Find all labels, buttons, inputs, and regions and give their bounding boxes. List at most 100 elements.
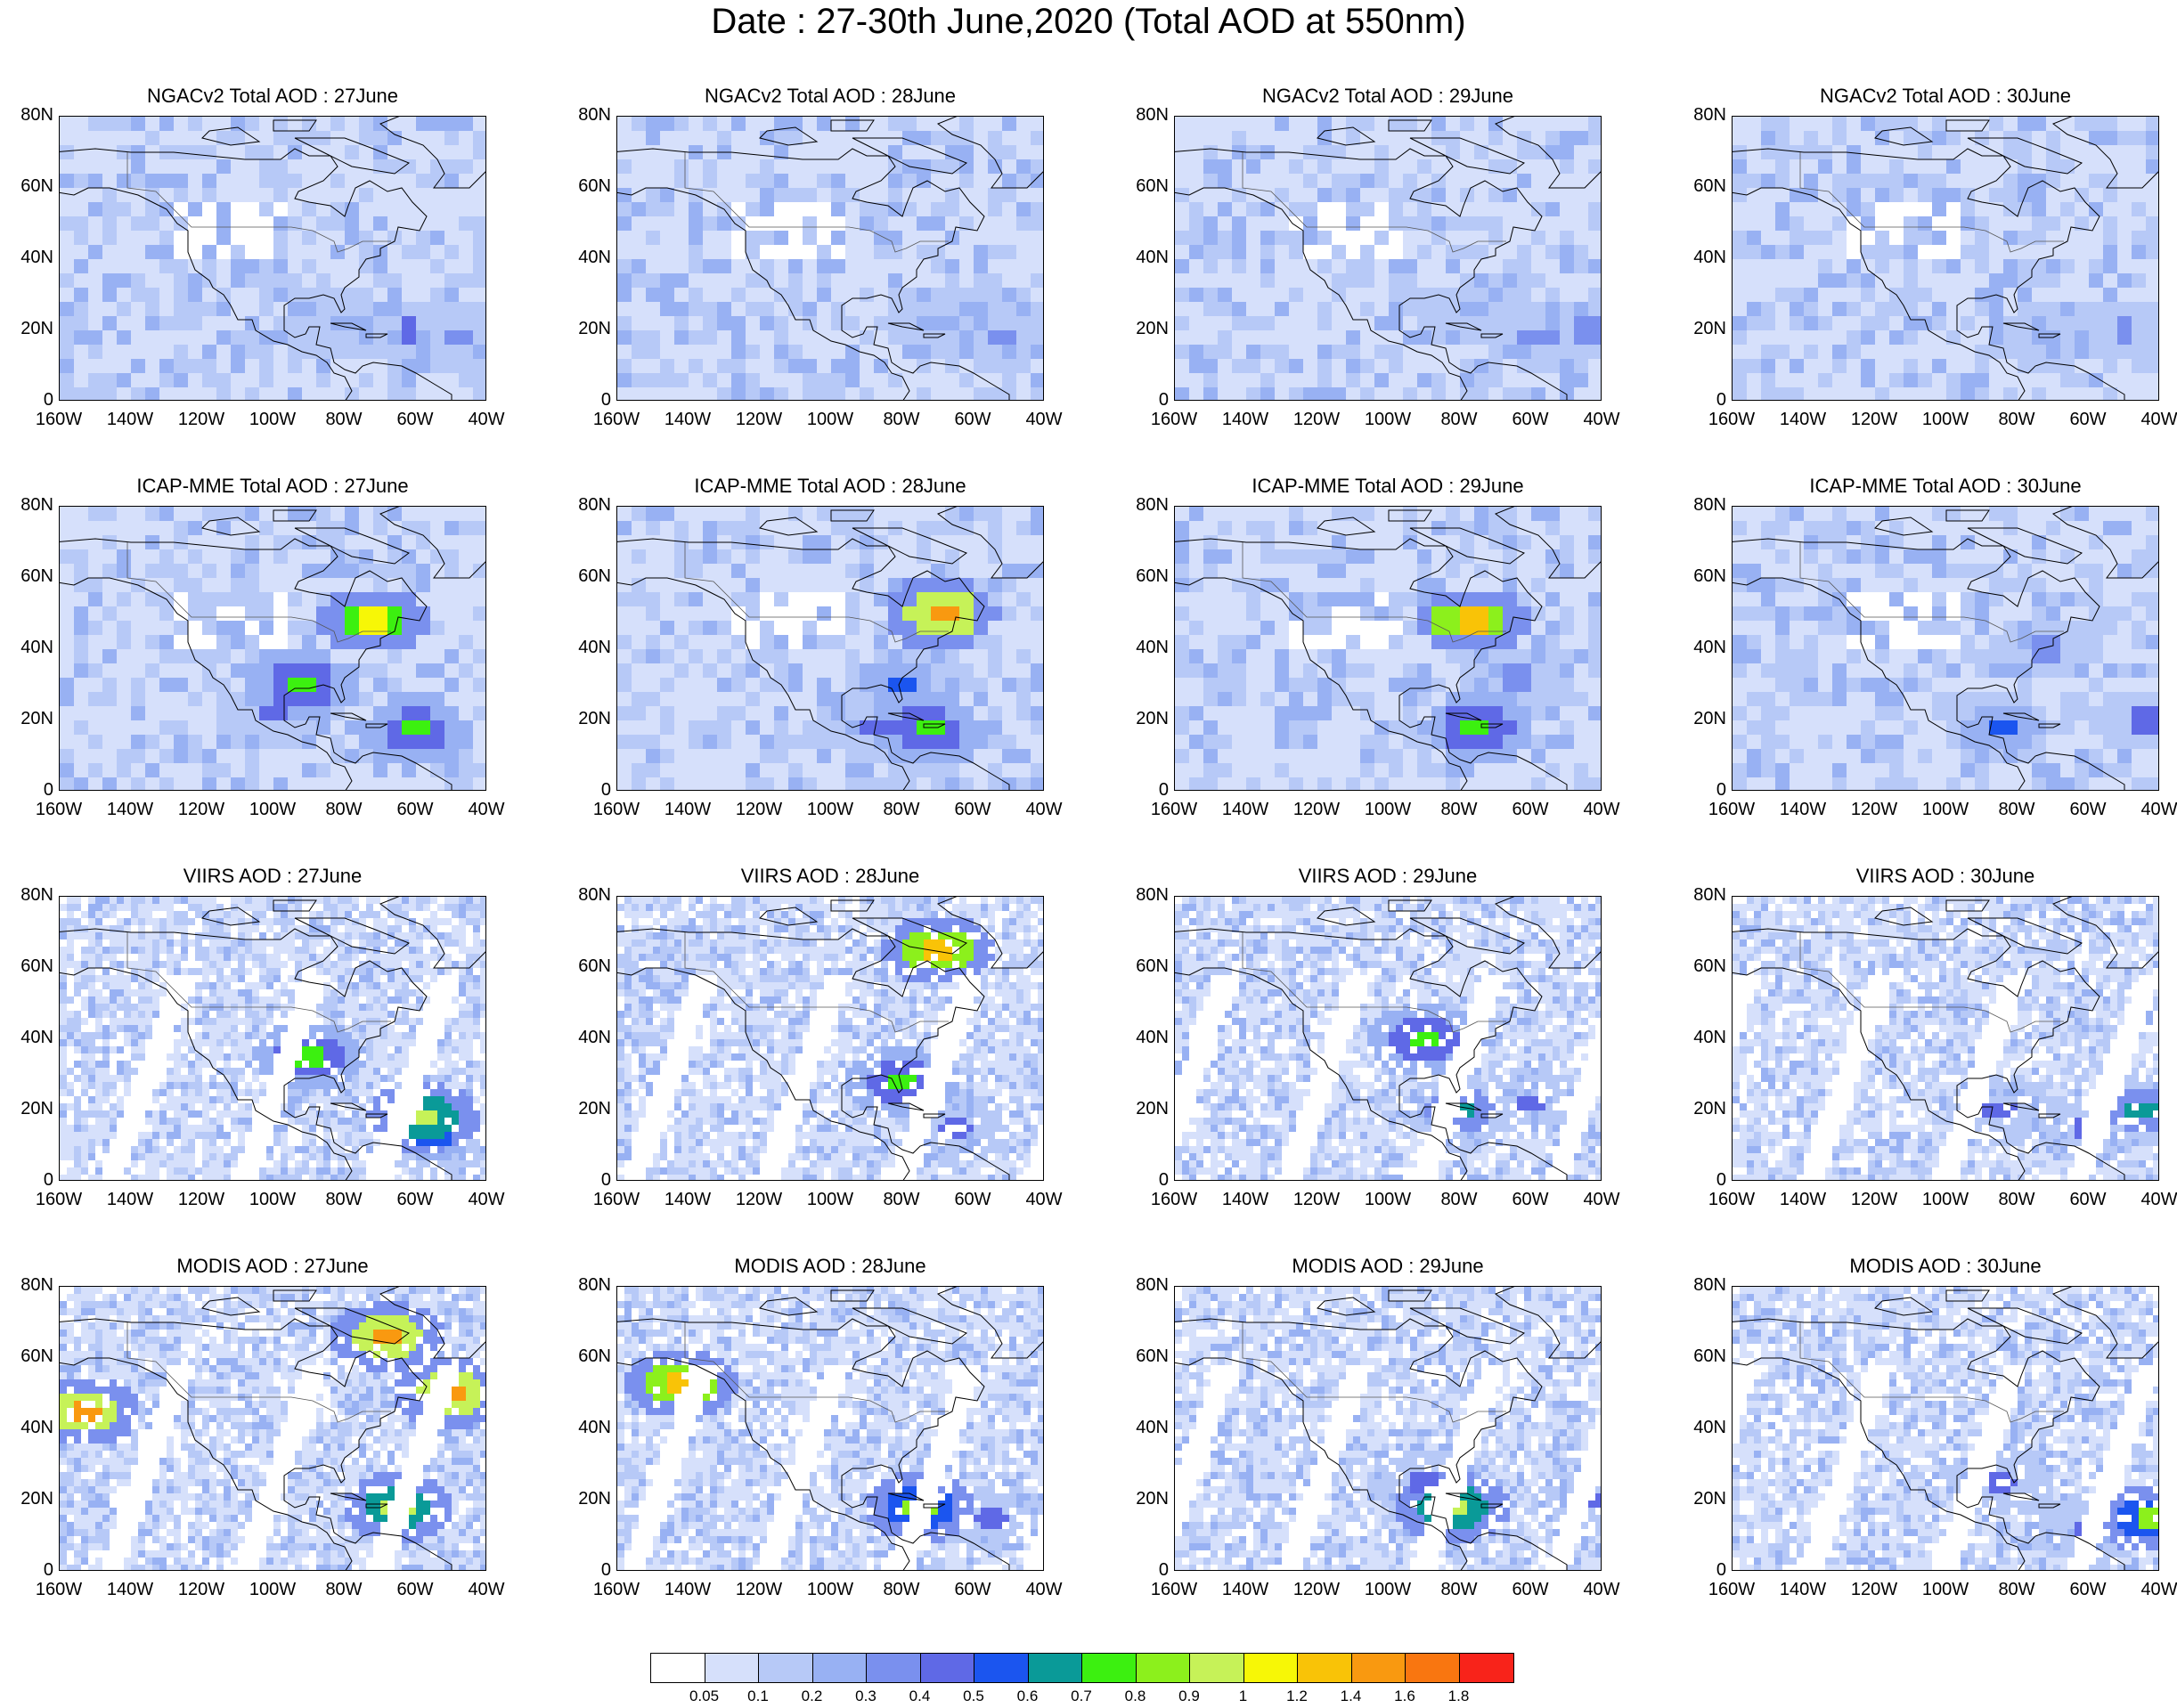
lon-tick-label: 80W (325, 1190, 363, 1209)
lat-tick-label: 0 (1716, 1560, 1726, 1580)
aod-field-map (1733, 897, 2158, 1180)
lat-tick-label: 80N (578, 495, 611, 515)
coastline (379, 1287, 485, 1359)
coastline (2038, 1503, 2061, 1509)
coastline (365, 1503, 388, 1509)
lon-tick-label: 80W (325, 410, 363, 429)
lat-tick-label: 0 (1716, 780, 1726, 800)
lat-tick-label: 80N (1693, 1275, 1726, 1295)
coastline (887, 712, 925, 721)
us-canada-border (1799, 542, 2064, 643)
map-panel: VIIRS AOD : 28June 80N 60N 40N 20N 0 160W 140W 1… (578, 865, 1062, 1209)
coastline (1967, 1307, 2083, 1345)
colorbar-label: 0.5 (963, 1688, 984, 1704)
lat-tick-label: 60N (20, 1346, 53, 1366)
lon-tick-label: 100W (249, 1190, 297, 1209)
lon-tick-label: 100W (249, 1580, 297, 1599)
panel-title: NGACv2 Total AOD : 30June (1819, 85, 2072, 107)
coastline (1175, 187, 1468, 400)
lat-tick-label: 0 (1716, 390, 1726, 410)
lon-tick-label: 140W (106, 1580, 154, 1599)
lat-tick-label: 0 (1158, 780, 1169, 800)
coastline (1388, 509, 1432, 522)
lat-tick-label: 60N (1693, 176, 1726, 196)
us-canada-border (1799, 932, 2064, 1033)
lon-tick-label: 160W (35, 1580, 83, 1599)
lon-tick-label: 160W (1150, 1190, 1198, 1209)
panel-title: NGACv2 Total AOD : 29June (1261, 85, 1514, 107)
aod-field-map (1175, 1287, 1601, 1570)
coastline (2038, 1113, 2061, 1118)
lon-tick-label: 140W (106, 800, 154, 819)
map-plot-area (1174, 896, 1602, 1181)
lon-tick-label: 100W (1921, 1580, 1969, 1599)
lat-tick-label: 60N (1136, 1346, 1169, 1366)
coastline (1480, 1503, 1504, 1509)
colorbar-label: 1.8 (1447, 1688, 1470, 1704)
coastline (830, 119, 875, 132)
coastline (1494, 897, 1601, 969)
lat-tick-label: 20N (20, 709, 53, 728)
colorbar-label: 0.9 (1178, 1688, 1200, 1704)
colorbar-swatch (1459, 1654, 1513, 1682)
us-canada-border (1242, 542, 1506, 643)
aod-field-map (60, 1287, 485, 1570)
lon-tick-label: 160W (592, 800, 640, 819)
coastline (887, 1102, 925, 1111)
lon-tick-label: 40W (2140, 1580, 2177, 1599)
lat-tick-label: 40N (1136, 638, 1169, 657)
lon-tick-label: 100W (1921, 410, 1969, 429)
lon-tick-label: 100W (1921, 1190, 1969, 1209)
coastline (1494, 507, 1601, 579)
lat-tick-label: 40N (578, 638, 611, 657)
coastline (1874, 907, 1934, 926)
lon-tick-label: 60W (1512, 800, 1549, 819)
lon-tick-label: 80W (1998, 1580, 2035, 1599)
aod-field-map (617, 507, 1043, 790)
lat-tick-label: 0 (43, 1560, 53, 1580)
coastline (1874, 516, 1934, 536)
aod-field-map (60, 117, 485, 400)
lon-tick-label: 60W (396, 410, 434, 429)
coastline (1445, 712, 1482, 721)
lon-tick-label: 100W (1364, 410, 1412, 429)
coastline (852, 1307, 968, 1345)
coastline (294, 527, 411, 565)
coastline (759, 907, 819, 926)
coastline (923, 1113, 946, 1118)
lat-tick-label: 20N (20, 1489, 53, 1509)
lat-tick-label: 0 (600, 1560, 611, 1580)
map-plot-area (616, 1286, 1044, 1571)
lat-tick-label: 80N (20, 105, 53, 125)
lon-tick-label: 80W (325, 1580, 363, 1599)
map-plot-area (616, 506, 1044, 791)
lat-tick-label: 20N (578, 1489, 611, 1509)
map-plot-area (1732, 116, 2159, 401)
colorbar-label: 1.2 (1286, 1688, 1308, 1704)
coastline (1317, 1297, 1376, 1316)
lon-tick-label: 160W (1708, 800, 1756, 819)
map-panel: VIIRS AOD : 27June 80N 60N 40N 20N 0 160W 140W 1… (20, 865, 504, 1209)
coastline (852, 527, 968, 565)
coastline (379, 897, 485, 969)
aod-field-map (60, 897, 485, 1180)
coastline (852, 137, 968, 175)
coastline (1874, 126, 1934, 146)
coastline (294, 137, 411, 175)
map-panel: NGACv2 Total AOD : 27June 80N 60N 40N 20N 0 16… (20, 85, 504, 429)
lat-tick-label: 60N (1136, 956, 1169, 976)
colorbar-swatch (812, 1654, 867, 1682)
coastline (273, 1289, 317, 1302)
coastline (294, 917, 411, 955)
map-plot-area (1174, 116, 1602, 401)
map-panel: MODIS AOD : 30June 80N 60N 40N 20N 0 160W 140W 1… (1693, 1255, 2177, 1599)
coastline (923, 1503, 946, 1509)
coastline (2002, 1102, 2040, 1111)
lat-tick-label: 80N (20, 885, 53, 905)
lat-tick-label: 40N (1693, 248, 1726, 267)
lon-tick-label: 60W (2069, 1580, 2107, 1599)
map-panel: ICAP-MME Total AOD : 29June 80N 60N 40N 20N 0… (1136, 475, 1619, 819)
lat-tick-label: 20N (1693, 1489, 1726, 1509)
lat-tick-label: 0 (600, 1170, 611, 1190)
coastline (1874, 1297, 1934, 1316)
